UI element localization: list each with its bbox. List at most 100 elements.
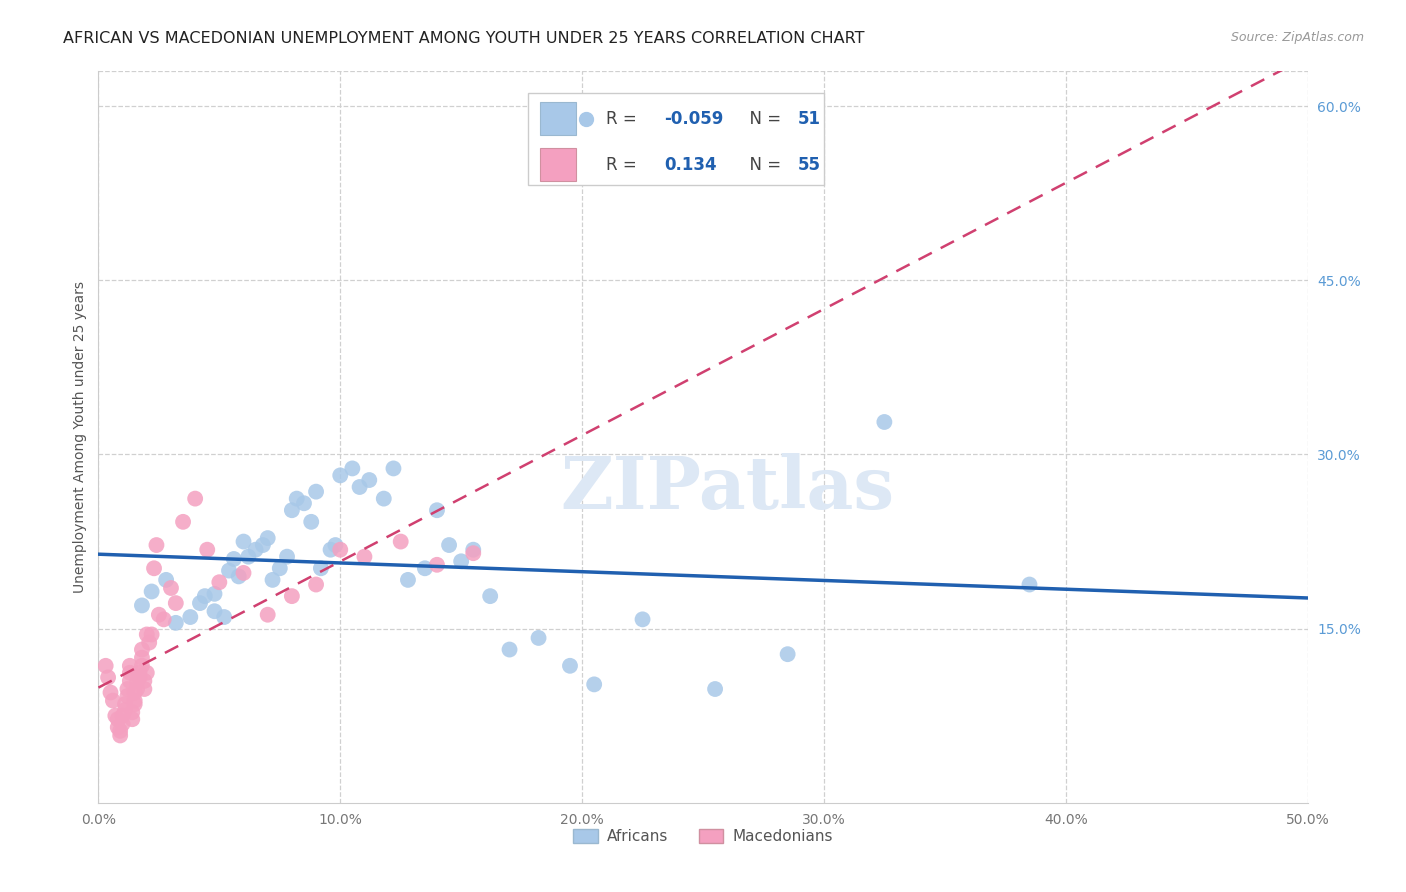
Point (195, 542, 218, 557)
Point (131, 658, 153, 673)
Point (382, 461, 405, 475)
Text: N =: N = (740, 110, 786, 128)
Point (135, 627, 157, 641)
Point (558, 658, 581, 673)
Point (252, 538, 274, 552)
Point (426, 558, 449, 572)
Point (631, 612, 654, 626)
Point (1018, 577, 1040, 591)
Point (373, 491, 395, 506)
Point (117, 681, 139, 696)
Point (107, 720, 129, 734)
Point (148, 607, 170, 622)
Point (124, 693, 146, 707)
Point (114, 697, 136, 711)
Point (413, 561, 436, 575)
Point (269, 561, 291, 575)
Point (152, 612, 174, 626)
Text: 51: 51 (797, 110, 820, 128)
Point (143, 561, 166, 575)
Point (299, 515, 322, 529)
Point (305, 484, 328, 499)
Point (141, 584, 163, 599)
Point (188, 596, 211, 610)
Point (134, 681, 156, 696)
FancyBboxPatch shape (527, 94, 824, 185)
Point (160, 581, 183, 595)
Point (118, 673, 141, 688)
Point (111, 716, 134, 731)
Point (172, 515, 194, 529)
Point (127, 681, 149, 696)
Point (276, 549, 298, 564)
Point (128, 665, 150, 680)
Point (141, 627, 163, 641)
Point (124, 685, 146, 699)
Text: N =: N = (740, 155, 786, 174)
Point (134, 673, 156, 688)
Point (194, 589, 217, 603)
Point (100, 685, 122, 699)
Point (101, 693, 124, 707)
Point (450, 554, 472, 568)
Text: R =: R = (606, 110, 643, 128)
FancyBboxPatch shape (540, 148, 576, 181)
Point (124, 697, 146, 711)
Point (426, 503, 449, 517)
Point (329, 542, 352, 557)
Point (437, 538, 460, 552)
Text: R =: R = (606, 155, 643, 174)
Point (353, 549, 375, 564)
Point (527, 631, 550, 645)
Point (121, 712, 143, 726)
Point (305, 577, 328, 591)
Point (285, 491, 308, 506)
Point (319, 542, 342, 557)
Point (104, 708, 127, 723)
Point (281, 503, 304, 517)
Point (131, 650, 153, 665)
Point (108, 729, 131, 743)
Point (349, 480, 371, 494)
Point (329, 468, 352, 483)
Point (262, 573, 284, 587)
Point (138, 635, 160, 649)
Point (292, 496, 315, 510)
Point (704, 681, 727, 696)
Text: 0.134: 0.134 (664, 155, 717, 174)
Point (131, 642, 153, 657)
Point (583, 677, 606, 691)
Point (208, 575, 231, 590)
Point (222, 552, 245, 566)
Point (228, 569, 250, 583)
Point (184, 491, 207, 506)
Point (359, 473, 381, 487)
Point (114, 703, 136, 717)
Point (238, 549, 260, 564)
Y-axis label: Unemployment Among Youth under 25 years: Unemployment Among Youth under 25 years (73, 281, 87, 593)
Text: 55: 55 (797, 155, 820, 174)
Point (204, 587, 226, 601)
Point (108, 723, 131, 738)
Text: ZIPatlas: ZIPatlas (560, 453, 894, 524)
Point (121, 705, 143, 719)
FancyBboxPatch shape (540, 103, 576, 136)
Legend: Africans, Macedonians: Africans, Macedonians (567, 822, 839, 850)
Point (128, 670, 150, 684)
Point (94, 658, 117, 673)
Point (232, 566, 254, 580)
Point (117, 689, 139, 703)
Point (155, 573, 177, 587)
Point (145, 538, 167, 552)
Point (165, 615, 187, 630)
Point (342, 461, 364, 475)
Point (118, 665, 141, 680)
Point (396, 573, 419, 587)
Text: -0.059: -0.059 (664, 110, 724, 128)
Point (776, 647, 799, 661)
Point (232, 534, 254, 549)
Point (463, 546, 485, 560)
Point (389, 534, 412, 549)
Point (325, 538, 347, 552)
Text: Source: ZipAtlas.com: Source: ZipAtlas.com (1230, 31, 1364, 45)
